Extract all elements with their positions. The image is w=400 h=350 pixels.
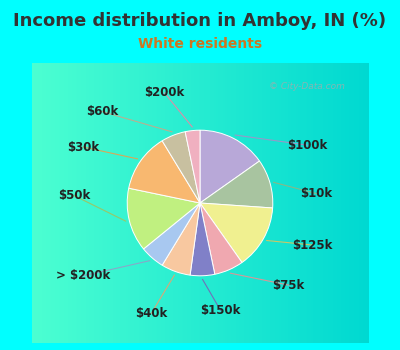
Text: $10k: $10k [301, 187, 333, 200]
Wedge shape [200, 203, 242, 274]
Text: $60k: $60k [86, 105, 118, 118]
Wedge shape [200, 161, 273, 208]
Text: © City-Data.com: © City-Data.com [269, 82, 345, 91]
Text: White residents: White residents [138, 37, 262, 51]
Wedge shape [129, 141, 200, 203]
Text: $75k: $75k [272, 279, 305, 292]
Wedge shape [162, 203, 200, 275]
Text: $40k: $40k [135, 307, 168, 320]
Wedge shape [185, 130, 200, 203]
Wedge shape [190, 203, 215, 276]
Wedge shape [200, 130, 260, 203]
Wedge shape [127, 188, 200, 249]
Text: > $200k: > $200k [56, 269, 110, 282]
Text: $100k: $100k [287, 139, 328, 152]
Text: $30k: $30k [67, 140, 99, 154]
Wedge shape [162, 132, 200, 203]
Text: Income distribution in Amboy, IN (%): Income distribution in Amboy, IN (%) [14, 12, 386, 30]
Text: $150k: $150k [200, 304, 241, 317]
Text: $125k: $125k [292, 238, 332, 252]
Wedge shape [144, 203, 200, 265]
Text: $200k: $200k [144, 86, 185, 99]
Wedge shape [200, 203, 273, 262]
Text: $50k: $50k [58, 189, 90, 202]
